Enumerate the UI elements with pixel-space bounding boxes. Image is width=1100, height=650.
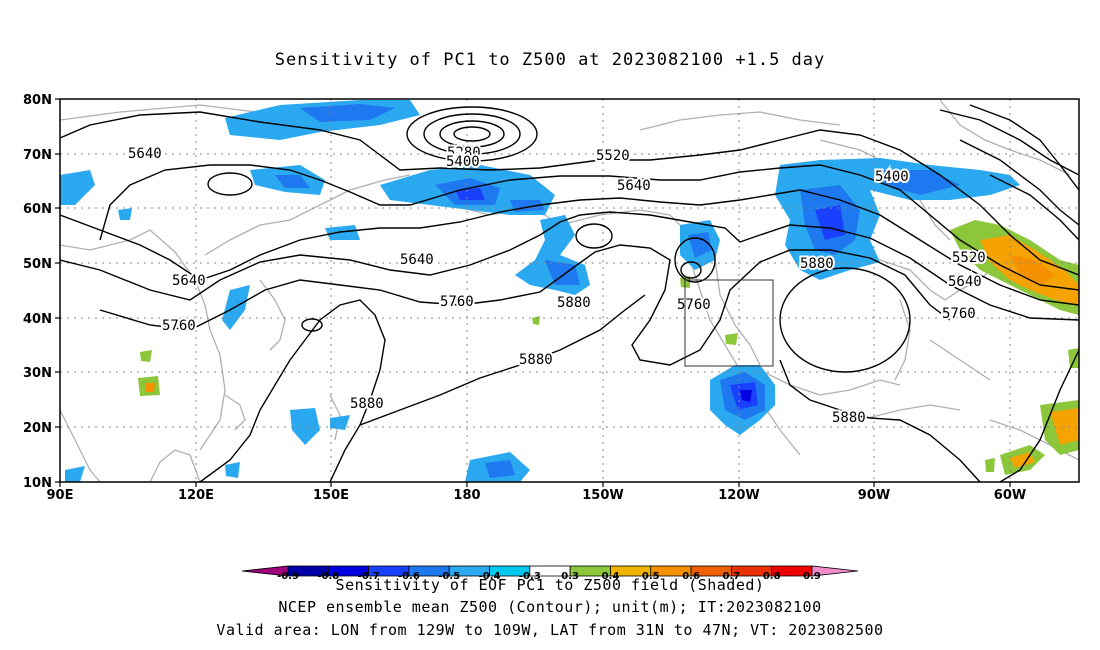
contour-label: 5880 (519, 352, 553, 368)
colorbar-tick-label: -0.5 (438, 571, 460, 582)
lon-label: 120E (178, 488, 214, 503)
contour-label: 5640 (617, 178, 651, 194)
lon-label: 150W (582, 488, 623, 503)
valid-area-box (684, 279, 774, 367)
colorbar-tick-label: 0.9 (803, 571, 821, 582)
colorbar-tick-label: 0.4 (602, 571, 620, 582)
lat-label: 80N (23, 93, 52, 108)
lon-label: 60W (994, 488, 1026, 503)
lon-label: 90E (47, 488, 74, 503)
contour-label: 5880 (350, 396, 384, 412)
lon-label: 90W (858, 488, 890, 503)
colorbar-tick-label: -0.4 (479, 571, 501, 582)
colorbar-tick-label: -0.9 (277, 571, 299, 582)
colorbar-tick-label: 0.7 (723, 571, 741, 582)
colorbar-tick-label: -0.3 (519, 571, 541, 582)
colorbar-tick-label: 0.3 (561, 571, 579, 582)
contour-labels: 5640 5280 5400 5520 5640 5640 5640 5760 … (126, 143, 988, 428)
contour-label: 5880 (832, 410, 866, 426)
colorbar-tick-label: -0.6 (398, 571, 420, 582)
contour-label: 5400 (446, 154, 480, 170)
lat-label: 60N (23, 202, 52, 217)
lon-label: 150E (313, 488, 349, 503)
z500-contours (60, 104, 1079, 482)
colorbar-labels: -0.9 -0.8 -0.7 -0.6 -0.5 -0.4 -0.3 0.3 0.4 0.5 0.6… (277, 571, 821, 582)
colorbar-tick-label: 0.8 (763, 571, 781, 582)
contour-label: 5760 (440, 294, 474, 310)
longitude-labels: 90E 120E 150E 180 150W 120W 90W 60W (47, 488, 1027, 503)
lat-label: 10N (23, 476, 52, 491)
colorbar-tick-label: -0.8 (317, 571, 339, 582)
contour-label: 5280 (447, 145, 481, 161)
contour-label: 5880 (557, 295, 591, 311)
caption-shading: Sensitivity of EOF PC1 to Z500 field (Sh… (335, 576, 765, 594)
plot-area: 5640 5280 5400 5520 5640 5640 5640 5760 … (60, 99, 1079, 482)
contour-label: 5400 (875, 169, 909, 185)
contour-label: 5760 (677, 297, 711, 313)
colorbar-extend-high (811, 565, 859, 577)
lat-label: 40N (23, 312, 52, 327)
axis-ticks (55, 98, 1011, 487)
contour-label: 5520 (952, 250, 986, 266)
contour-label: 5640 (172, 273, 206, 289)
colorbar-tick-label: -0.7 (358, 571, 380, 582)
colorbar (241, 565, 859, 577)
contour-label: 5520 (596, 148, 630, 164)
contour-label: 5640 (400, 252, 434, 268)
lat-label: 20N (23, 421, 52, 436)
lat-lon-grid (60, 99, 1079, 482)
lat-label: 70N (23, 148, 52, 163)
contour-label: 5640 (948, 274, 982, 290)
plot-frame (59, 98, 1080, 483)
colorbar-tick-label: 0.5 (642, 571, 660, 582)
caption-valid-area: Valid area: LON from 129W to 109W, LAT f… (216, 621, 884, 639)
contour-label: 5760 (942, 306, 976, 322)
lat-label: 30N (23, 366, 52, 381)
contour-label: 5760 (162, 318, 196, 334)
contour-label: 5880 (800, 256, 834, 272)
latitude-labels: 80N 70N 60N 50N 40N 30N 20N 10N (23, 93, 52, 491)
lat-label: 50N (23, 257, 52, 272)
lon-label: 120W (718, 488, 759, 503)
colorbar-tick-label: 0.6 (682, 571, 700, 582)
caption-contour: NCEP ensemble mean Z500 (Contour); unit(… (278, 598, 822, 616)
map-title: Sensitivity of PC1 to Z500 at 2023082100… (274, 50, 826, 70)
lon-label: 180 (453, 488, 480, 503)
contour-label: 5640 (128, 146, 162, 162)
